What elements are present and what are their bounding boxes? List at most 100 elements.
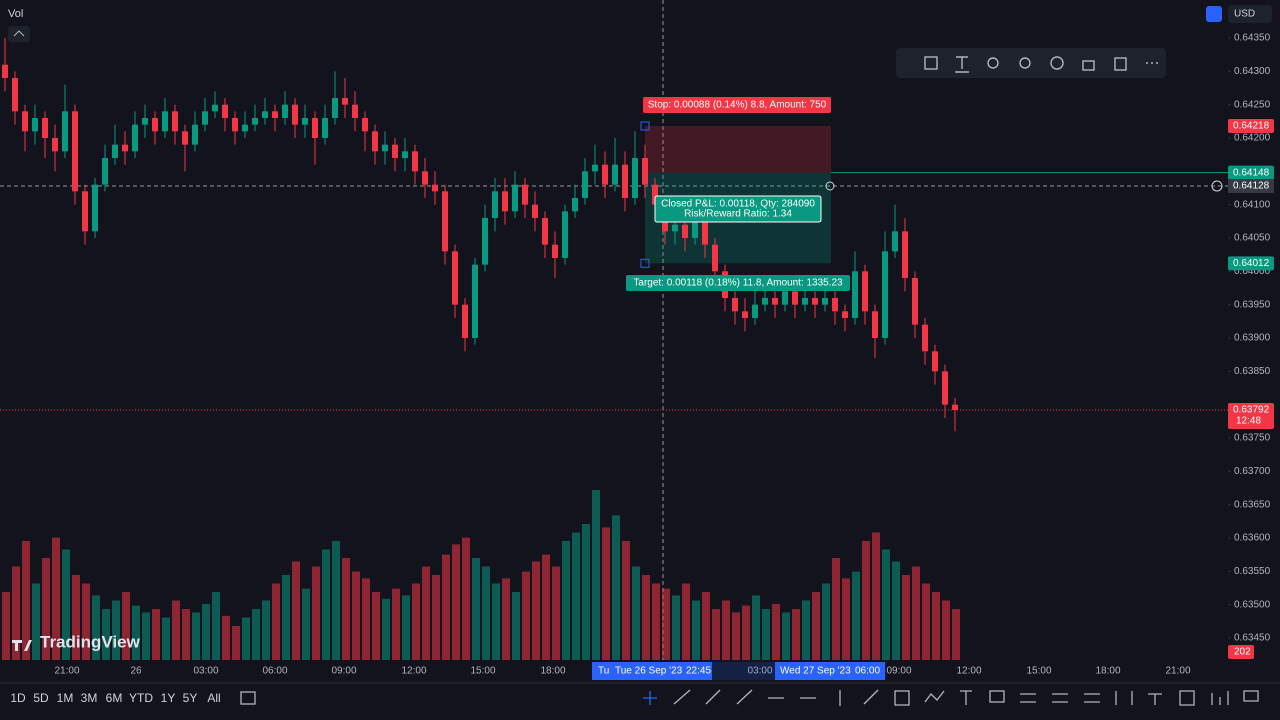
measure-tools[interactable] — [1020, 690, 1259, 706]
volume-bar — [842, 578, 850, 660]
volume-bar — [102, 609, 110, 660]
candle-body — [162, 111, 168, 132]
lock-icon[interactable] — [1082, 60, 1095, 71]
range-button[interactable]: 1Y — [161, 691, 176, 705]
template-icon[interactable] — [924, 56, 938, 70]
candle-body — [812, 298, 818, 305]
volume-bar — [212, 592, 220, 660]
volume-bar — [622, 541, 630, 660]
volume-tag-label: 202 — [1234, 647, 1251, 658]
drawing-toolbar-icons — [924, 56, 1158, 73]
volume-bar — [782, 612, 790, 660]
candle-body — [242, 124, 248, 132]
volume-bar — [772, 603, 780, 660]
date-range-icon[interactable] — [240, 691, 256, 705]
volume-bar — [32, 583, 40, 660]
candle-body — [12, 78, 18, 112]
price-tag — [1228, 119, 1274, 133]
volume-bar — [702, 592, 710, 660]
candle-body — [712, 244, 718, 272]
sync-button[interactable] — [1206, 6, 1222, 22]
shape-tool[interactable] — [894, 690, 910, 706]
volume-bar — [712, 609, 720, 660]
volume-bar — [902, 575, 910, 660]
y-tick-label: 0.63500 — [1234, 599, 1271, 610]
volume-bar — [692, 600, 700, 660]
crosshair-price-label: 0.64128 — [1233, 181, 1270, 192]
range-button[interactable]: 1M — [57, 691, 74, 705]
volume-bar — [302, 588, 310, 660]
volume-bar — [62, 549, 70, 660]
range-button[interactable]: 5D — [33, 691, 49, 705]
volume-bar — [552, 566, 560, 660]
range-button[interactable]: All — [207, 691, 220, 705]
comment-tool[interactable] — [989, 690, 1005, 703]
stop-zone — [645, 126, 831, 173]
volume-bar — [232, 626, 240, 660]
volume-bar — [152, 609, 160, 660]
text-icon[interactable] — [955, 56, 969, 73]
candle-body — [582, 171, 588, 198]
volume-bar — [392, 588, 400, 660]
pnl-label: Closed P&L: 0.00118, Qty: 284090 — [661, 199, 815, 210]
volume-bar — [142, 612, 150, 660]
volume-bar — [432, 575, 440, 660]
candle-body — [862, 271, 868, 312]
line-tools[interactable] — [673, 689, 879, 706]
candle-body — [782, 291, 788, 305]
candle-body — [282, 104, 288, 118]
range-button[interactable]: 1D — [10, 691, 26, 705]
range-button[interactable]: 6M — [106, 691, 123, 705]
volume-bar — [382, 598, 390, 660]
volume-bar — [312, 566, 320, 660]
handle[interactable] — [825, 181, 835, 191]
indicator-label: Vol — [8, 8, 23, 20]
settings-icon[interactable] — [1050, 56, 1064, 70]
range-button[interactable]: 3M — [81, 691, 98, 705]
candle-body — [152, 118, 158, 132]
volume-bar — [872, 532, 880, 660]
candle-body — [792, 291, 798, 305]
delete-icon[interactable] — [1114, 57, 1127, 71]
volume-bar — [682, 583, 690, 660]
x-tick-label: 09:00 — [331, 666, 356, 677]
pattern-tools[interactable] — [924, 690, 972, 705]
range-button[interactable]: 5Y — [183, 691, 198, 705]
last-price-label: 0.63792 — [1233, 405, 1270, 416]
candle-body — [352, 104, 358, 118]
volume-bar — [462, 537, 470, 660]
candle-body — [492, 191, 498, 218]
collapse-button[interactable] — [8, 26, 30, 42]
line-color-icon[interactable] — [1019, 57, 1031, 69]
y-tick-label: 0.63950 — [1234, 299, 1271, 310]
crosshair-tool[interactable] — [643, 691, 657, 705]
candle-body — [172, 111, 178, 132]
ratio-label: Risk/Reward Ratio: 1.34 — [684, 209, 792, 220]
handle[interactable] — [640, 121, 650, 131]
volume-bar — [722, 600, 730, 660]
add-alert[interactable] — [1211, 180, 1223, 192]
y-tick-label: 0.63700 — [1234, 466, 1271, 477]
volume-bar — [162, 617, 170, 660]
volume-bar — [332, 541, 340, 660]
candle-body — [742, 311, 748, 318]
candle-body — [572, 198, 578, 212]
x-tick-label: 18:00 — [540, 666, 565, 677]
currency-button[interactable] — [1228, 5, 1272, 23]
range-end-date: Wed 27 Sep '23 — [780, 666, 851, 677]
candle-body — [342, 98, 348, 105]
candle-body — [652, 184, 658, 205]
candle-body — [732, 298, 738, 312]
y-tick-label: 0.64200 — [1234, 133, 1271, 144]
fill-icon[interactable] — [987, 57, 999, 69]
handle[interactable] — [640, 258, 650, 268]
range-button[interactable]: YTD — [129, 691, 153, 705]
volume-bar — [572, 532, 580, 660]
x-tick-label: 18:00 — [1095, 666, 1120, 677]
target-label-box — [626, 275, 850, 291]
x-tick-label: 15:00 — [1026, 666, 1051, 677]
candle-body — [822, 298, 828, 305]
y-tick-label: 0.64000 — [1234, 266, 1271, 277]
volume-bar — [12, 566, 20, 660]
volume-bar — [832, 558, 840, 660]
